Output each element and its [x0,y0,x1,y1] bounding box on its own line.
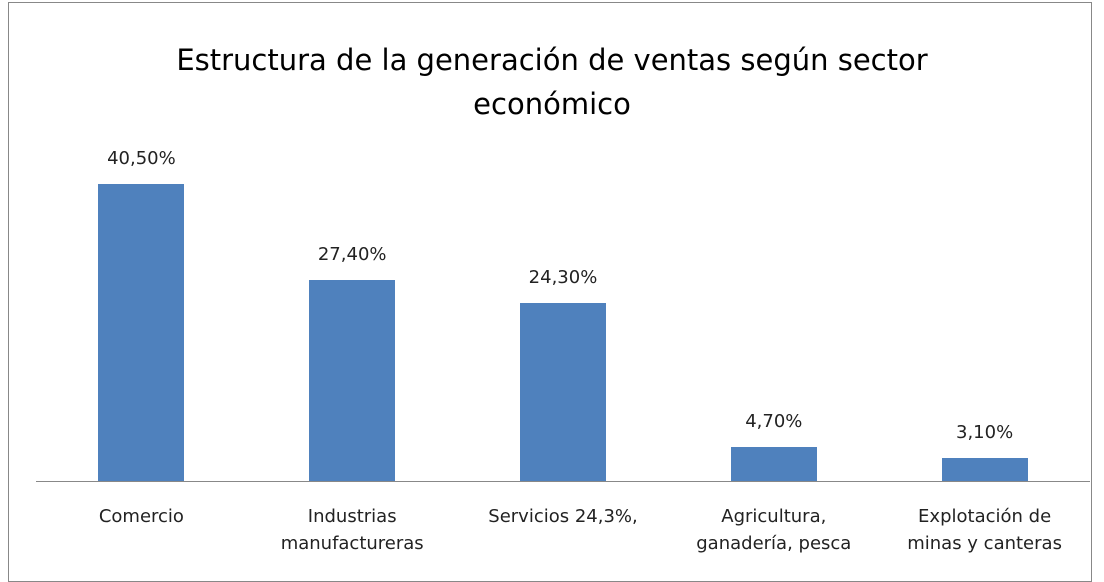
bar [941,458,1028,481]
chart-title: Estructura de la generación de ventas se… [176,43,928,121]
data-label: 4,70% [745,410,803,432]
x-tick-label: Agricultura, ganadería, pesca [696,506,852,554]
x-tick-label: Comercio [98,506,184,527]
bar [730,446,817,481]
x-axis [36,481,1090,482]
data-label: 24,30% [528,266,598,288]
x-tick-label: Industrias manufactureras [280,506,424,554]
x-tick-label: Explotación de minas y canteras [907,506,1062,554]
data-label: 27,40% [317,244,387,266]
x-tick-label: Servicios 24,3%, [488,506,638,527]
data-label: 40,50% [107,148,176,170]
bar [520,302,606,481]
bar [98,184,185,481]
data-label: 3,10% [956,422,1014,444]
bar [309,280,396,481]
